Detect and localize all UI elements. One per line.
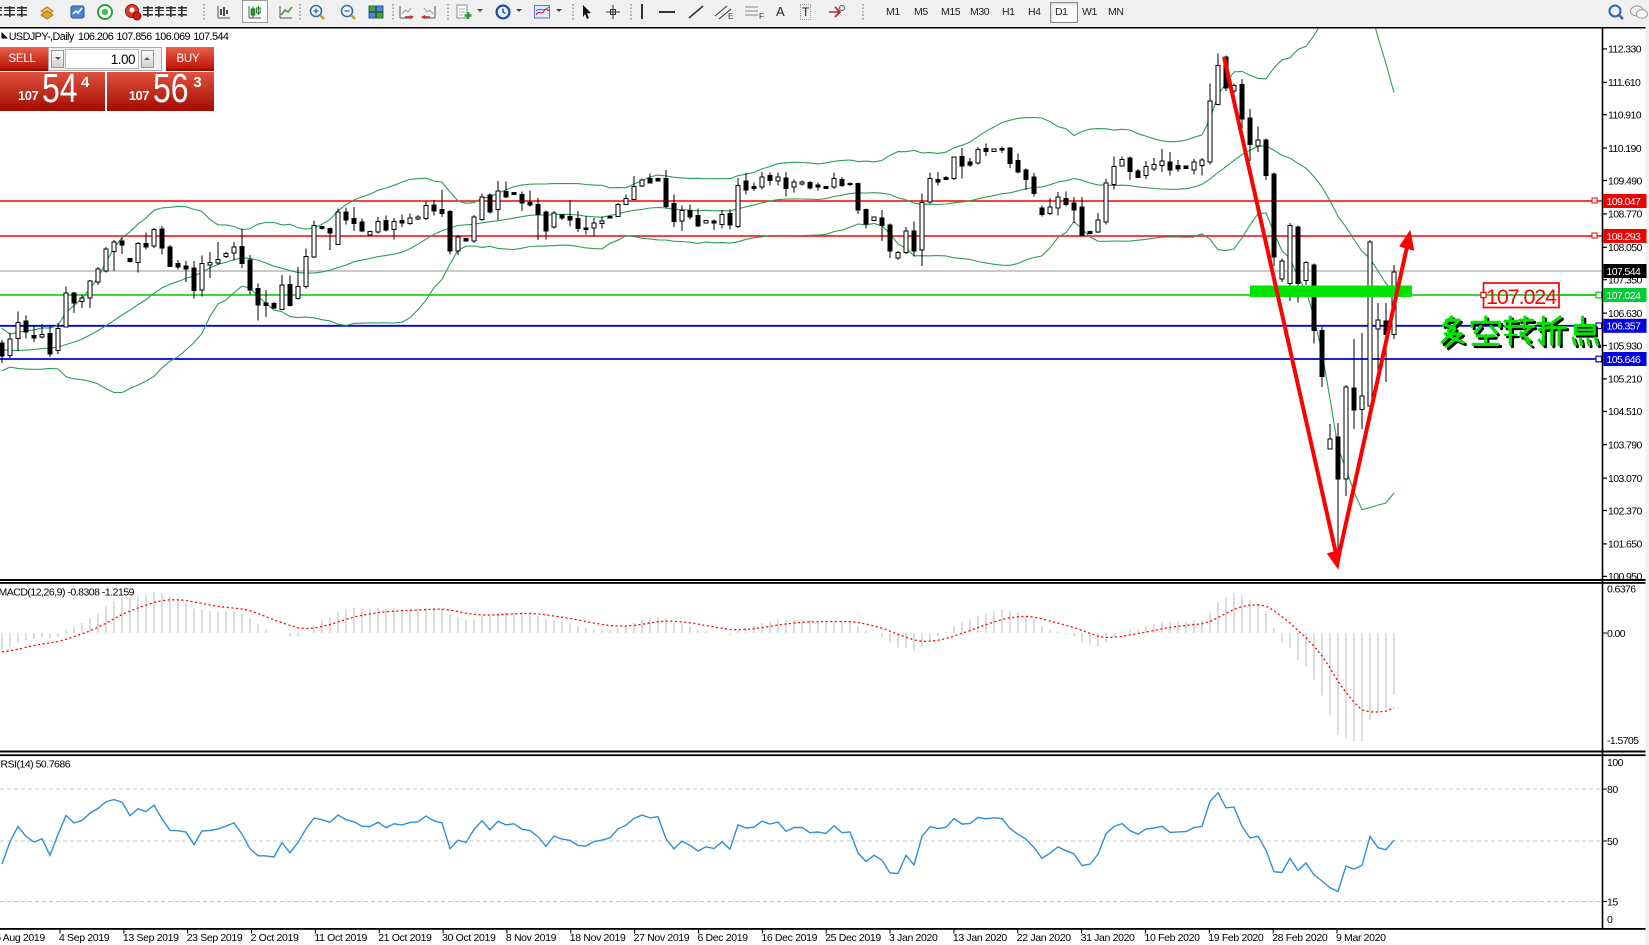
svg-text:105.210: 105.210 <box>1608 374 1643 386</box>
svg-text:16 Dec 2019: 16 Dec 2019 <box>761 932 817 944</box>
svg-text:RSI(14) 50.7686: RSI(14) 50.7686 <box>1 759 71 771</box>
svg-text:22 Jan 2020: 22 Jan 2020 <box>1017 932 1071 944</box>
svg-text:E: E <box>728 12 733 21</box>
svg-text:106.069: 106.069 <box>155 31 191 43</box>
svg-text:109.047: 109.047 <box>1607 196 1642 208</box>
svg-text:13 Sep 2019: 13 Sep 2019 <box>123 932 179 944</box>
svg-text:107.024: 107.024 <box>1607 290 1642 302</box>
svg-text:-1.5705: -1.5705 <box>1607 735 1639 747</box>
svg-text:107.024: 107.024 <box>1486 285 1557 309</box>
svg-text:108.050: 108.050 <box>1608 242 1643 254</box>
svg-text:105.930: 105.930 <box>1608 340 1643 352</box>
svg-text:103.070: 103.070 <box>1608 473 1643 485</box>
svg-text:15: 15 <box>1607 897 1618 909</box>
svg-text:5 Aug 2019: 5 Aug 2019 <box>0 932 45 944</box>
svg-text:19 Feb 2020: 19 Feb 2020 <box>1208 932 1264 944</box>
svg-text:107.856: 107.856 <box>116 31 152 43</box>
svg-text:110.910: 110.910 <box>1608 110 1642 122</box>
svg-text:107.544: 107.544 <box>1607 266 1642 278</box>
svg-text:100.950: 100.950 <box>1608 571 1643 583</box>
svg-text:31 Jan 2020: 31 Jan 2020 <box>1081 932 1135 944</box>
svg-text:108.770: 108.770 <box>1608 209 1643 221</box>
svg-text:106.357: 106.357 <box>1607 321 1642 333</box>
svg-text:USDJPY-,Daily: USDJPY-,Daily <box>9 31 75 43</box>
svg-text:0.6376: 0.6376 <box>1607 584 1636 596</box>
svg-text:109.490: 109.490 <box>1608 175 1643 187</box>
svg-text:MACD(12,26,9) -0.8308 -1.2159: MACD(12,26,9) -0.8308 -1.2159 <box>0 587 135 599</box>
svg-text:F: F <box>759 12 764 21</box>
svg-text:107.544: 107.544 <box>193 31 229 43</box>
svg-text:8 Nov 2019: 8 Nov 2019 <box>506 932 557 944</box>
svg-text:104.510: 104.510 <box>1608 406 1643 418</box>
svg-text:3 Jan 2020: 3 Jan 2020 <box>889 932 938 944</box>
svg-text:25 Dec 2019: 25 Dec 2019 <box>825 932 881 944</box>
svg-text:10 Feb 2020: 10 Feb 2020 <box>1145 932 1201 944</box>
svg-text:6 Dec 2019: 6 Dec 2019 <box>698 932 749 944</box>
svg-text:106.630: 106.630 <box>1608 308 1643 320</box>
svg-text:11 Oct 2019: 11 Oct 2019 <box>314 932 367 944</box>
svg-text:101.650: 101.650 <box>1608 539 1643 551</box>
svg-text:4 Sep 2019: 4 Sep 2019 <box>59 932 110 944</box>
svg-text:105.646: 105.646 <box>1607 354 1642 366</box>
svg-text:21 Oct 2019: 21 Oct 2019 <box>378 932 432 944</box>
svg-text:28 Feb 2020: 28 Feb 2020 <box>1272 932 1328 944</box>
svg-text:2 Oct 2019: 2 Oct 2019 <box>251 932 299 944</box>
svg-text:0: 0 <box>1607 914 1613 926</box>
svg-text:108.293: 108.293 <box>1607 231 1642 243</box>
svg-text:110.190: 110.190 <box>1608 143 1642 155</box>
svg-text:13 Jan 2020: 13 Jan 2020 <box>953 932 1007 944</box>
svg-text:0.00: 0.00 <box>1607 628 1626 640</box>
svg-text:111.610: 111.610 <box>1608 77 1641 89</box>
svg-text:103.790: 103.790 <box>1608 440 1643 452</box>
svg-text:18 Nov 2019: 18 Nov 2019 <box>570 932 626 944</box>
svg-text:9 Mar 2020: 9 Mar 2020 <box>1336 932 1386 944</box>
svg-text:100: 100 <box>1607 757 1624 769</box>
svg-text:23 Sep 2019: 23 Sep 2019 <box>187 932 243 944</box>
svg-text:80: 80 <box>1607 784 1618 796</box>
svg-text:106.206: 106.206 <box>78 31 114 43</box>
svg-text:30 Oct 2019: 30 Oct 2019 <box>442 932 496 944</box>
svg-text:27 Nov 2019: 27 Nov 2019 <box>634 932 690 944</box>
svg-text:102.370: 102.370 <box>1608 505 1643 517</box>
svg-text:50: 50 <box>1607 836 1618 848</box>
svg-text:112.330: 112.330 <box>1608 44 1642 56</box>
